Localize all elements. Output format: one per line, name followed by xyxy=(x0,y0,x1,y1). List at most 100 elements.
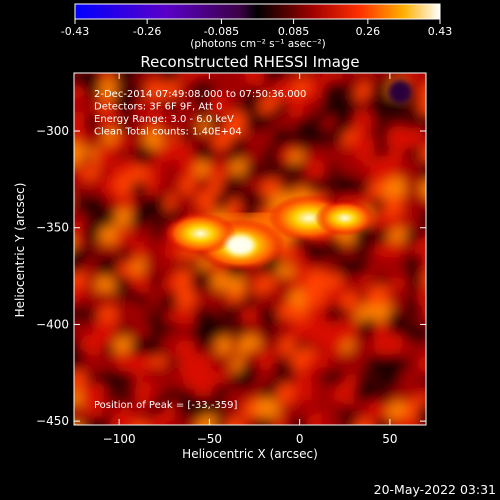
heatmap-cell xyxy=(254,417,279,425)
x-tick-label: 0 xyxy=(296,432,304,446)
heatmap-cell xyxy=(273,78,299,103)
heatmap-cell xyxy=(294,368,316,390)
heatmap-cell xyxy=(51,96,70,115)
heatmap-cell xyxy=(97,206,121,230)
heatmap-cell xyxy=(189,76,215,103)
x-tick-label: −100 xyxy=(103,432,136,446)
heatmap-cell xyxy=(352,238,375,262)
x-tick-label: −50 xyxy=(197,432,222,446)
heatmap-cell xyxy=(46,270,71,295)
colorbar-tick-label: 0.26 xyxy=(356,25,381,38)
heatmap-cell xyxy=(227,276,249,299)
heatmap-cell xyxy=(224,417,247,425)
heatmap-cell xyxy=(145,109,169,133)
heatmap-cell xyxy=(404,270,426,293)
colorbar-tick-label: -0.26 xyxy=(133,25,161,38)
annotation-line: Detectors: 3F 6F 9F, Att 0 xyxy=(94,102,222,113)
heatmap-cell xyxy=(178,73,197,84)
y-axis-label: Heliocentric Y (arcsec) xyxy=(13,183,27,318)
heatmap-cell xyxy=(161,108,188,135)
heatmap-cell xyxy=(390,73,405,76)
heatmap-cell xyxy=(304,269,330,295)
heatmap-cell xyxy=(416,44,444,72)
heatmap-cell xyxy=(421,272,426,290)
heatmap-cell xyxy=(338,351,358,372)
heatmap-cell xyxy=(243,130,264,150)
heatmap-cell xyxy=(74,87,75,98)
heatmap-cell xyxy=(49,256,73,280)
heatmap-cell xyxy=(65,44,92,71)
heatmap-cell xyxy=(419,320,426,339)
heatmap-cell xyxy=(96,254,119,278)
heatmap-cell xyxy=(74,380,76,389)
heatmap-cell xyxy=(85,82,104,101)
x-axis-label: Heliocentric X (arcsec) xyxy=(182,447,318,461)
heatmap-cell xyxy=(419,414,426,425)
heatmap-image xyxy=(46,44,444,425)
colorbar-tick-label: 0.43 xyxy=(428,25,453,38)
heatmap-cell xyxy=(401,209,426,237)
heatmap-cell xyxy=(74,421,84,425)
heatmap-cell xyxy=(214,336,235,357)
annotation-line: Clean Total counts: 1.40E+04 xyxy=(94,127,242,138)
heatmap-cell xyxy=(368,180,389,201)
y-tick-label: −300 xyxy=(36,124,69,138)
heatmap-cell xyxy=(271,127,295,151)
heatmap-cell xyxy=(143,255,167,279)
peak-position-label: Position of Peak = [-33,-359] xyxy=(94,400,238,411)
heatmap-cell xyxy=(226,82,245,102)
heatmap-cell xyxy=(225,144,245,164)
annotation-line: Energy Range: 3.0 - 6.0 keV xyxy=(94,114,234,125)
plot-frame xyxy=(73,72,427,426)
heatmap-cell xyxy=(289,161,311,183)
bright-source xyxy=(164,212,237,255)
heatmap-cell xyxy=(337,257,358,278)
x-tick-label: 50 xyxy=(382,432,397,446)
peak-core xyxy=(226,235,255,256)
heatmap-cell xyxy=(354,418,375,425)
heatmap-cell xyxy=(400,340,422,362)
heatmap-cell xyxy=(112,379,140,408)
heatmap-cell xyxy=(244,73,266,86)
bright-source xyxy=(314,200,376,236)
heatmap-cell xyxy=(259,337,279,356)
heatmap-cell xyxy=(52,48,72,68)
heatmap-cell xyxy=(368,401,389,422)
heatmap-cell xyxy=(176,289,197,310)
heatmap-cell xyxy=(303,125,328,150)
heatmap-cell xyxy=(372,127,392,148)
heatmap-cell xyxy=(48,162,73,187)
heatmap-cell xyxy=(318,237,346,265)
chart-title: Reconstructed RHESSI Image xyxy=(140,53,359,71)
heatmap-cell xyxy=(367,49,389,71)
heatmap-cell xyxy=(160,257,182,279)
heatmap-cell xyxy=(114,208,135,228)
heatmap-cell xyxy=(74,73,77,85)
heatmap-cell xyxy=(109,412,137,425)
colorbar-tick-label: -0.43 xyxy=(61,25,89,38)
heatmap-cell xyxy=(254,397,280,423)
heatmap-cell xyxy=(81,223,103,245)
heatmap-cell xyxy=(49,389,72,412)
heatmap-negative-spot xyxy=(388,80,412,104)
heatmap-cell xyxy=(352,111,372,132)
heatmap-cell xyxy=(49,357,69,377)
heatmap-cell xyxy=(381,333,407,360)
heatmap-cell xyxy=(334,320,358,344)
heatmap-cell xyxy=(381,256,408,283)
heatmap-cell xyxy=(230,319,250,340)
heatmap-cell xyxy=(177,416,201,425)
heatmap-cell xyxy=(420,209,426,231)
heatmap-cell xyxy=(74,141,87,166)
colorbar: -0.43 -0.26 -0.085 0.085 0.26 0.43 (photons c… xyxy=(61,3,453,50)
heatmap-cell xyxy=(361,73,376,76)
heatmap-cell xyxy=(80,46,106,72)
colorbar-gradient xyxy=(74,3,441,20)
heatmap-cell xyxy=(336,174,360,198)
annotation-line: 2-Dec-2014 07:49:08.000 to 07:50:36.000 xyxy=(94,89,306,100)
colorbar-units: (photons cm⁻² s⁻¹ asec⁻²) xyxy=(190,38,325,50)
plot-area: −100 −50 0 50 −300 −350 −400 −450 xyxy=(36,44,444,446)
axis-ticks: −100 −50 0 50 −300 −350 −400 −450 xyxy=(36,73,426,446)
heatmap-cell xyxy=(287,417,310,425)
